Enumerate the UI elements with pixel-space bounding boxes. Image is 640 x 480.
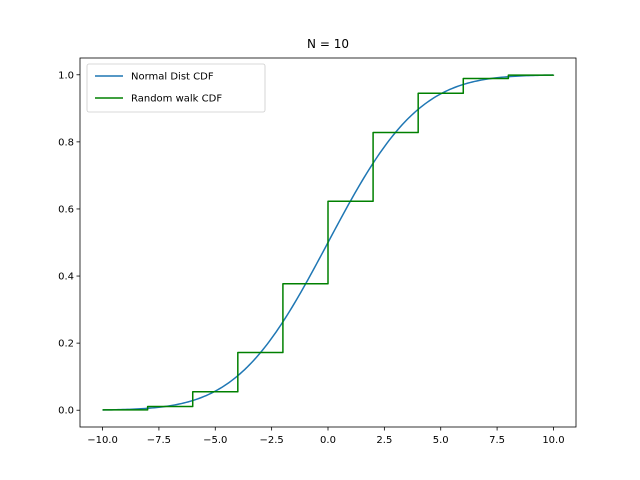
- x-tick-label: −5.0: [203, 435, 227, 446]
- y-tick-label: 0.0: [58, 406, 74, 417]
- y-tick-label: 0.2: [58, 339, 74, 350]
- plot-area: [102, 74, 555, 411]
- legend-label-random-walk-cdf: Random walk CDF: [131, 94, 222, 105]
- x-tick-label: −7.5: [147, 435, 171, 446]
- x-tick-label: 5.0: [433, 435, 449, 446]
- y-tick-label: 1.0: [58, 70, 74, 81]
- series-line-random-walk-cdf: [102, 74, 555, 411]
- x-tick-label: 10.0: [542, 435, 564, 446]
- x-tick-label: −10.0: [87, 435, 118, 446]
- y-tick-label: 0.8: [58, 137, 74, 148]
- legend-box: [86, 63, 266, 113]
- y-tick-label: 0.6: [58, 204, 74, 215]
- legend: Normal Dist CDF Random walk CDF: [86, 63, 266, 113]
- x-tick-label: 7.5: [489, 435, 505, 446]
- x-tick-label: 2.5: [376, 435, 392, 446]
- y-tick-label: 0.4: [58, 272, 74, 283]
- x-tick-label: 0.0: [320, 435, 336, 446]
- chart-title: N = 10: [307, 37, 349, 51]
- x-tick-label: −2.5: [259, 435, 283, 446]
- legend-label-normal-dist-cdf: Normal Dist CDF: [131, 72, 214, 83]
- axes: −10.0 −7.5 −5.0 −2.5 0.0 2.5 5.0 7.5 10.0 0.0 0.2 0…: [58, 57, 577, 446]
